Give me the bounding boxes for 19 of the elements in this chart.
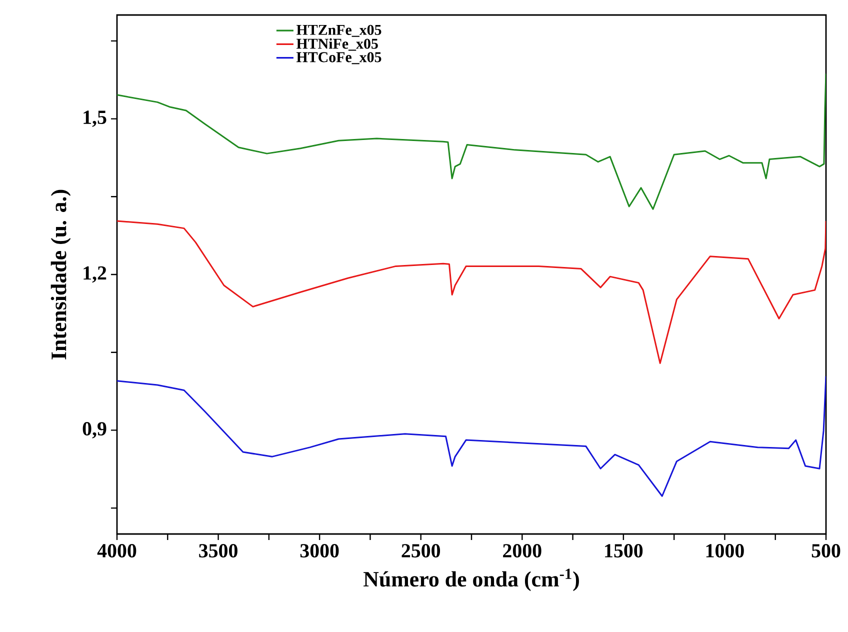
y-tick-label: 1,5 <box>84 110 106 127</box>
x-tick-label: 3000 <box>300 544 339 558</box>
x-tick-label: 500 <box>812 544 840 558</box>
x-tick-label: 1500 <box>605 544 643 558</box>
y-tick-label: 0,9 <box>82 422 106 438</box>
x-tick-label: 3500 <box>199 544 238 558</box>
x-tick-label: 2500 <box>402 544 440 558</box>
legend-label: HTNiFe_x05 <box>296 38 378 51</box>
x-tick-label: 2000 <box>503 544 542 558</box>
x-tick-label: 1000 <box>706 544 744 558</box>
legend-label: HTZnFe_x05 <box>296 24 382 37</box>
y-axis-title: Intensidade (u. a.) <box>50 190 71 360</box>
line-series <box>116 220 826 364</box>
x-axis-title: Número de onda (cm$^{-1}$) <box>364 568 579 592</box>
line-series <box>116 72 826 210</box>
y-tick-label: 1,2 <box>84 266 106 283</box>
line-series <box>116 375 826 497</box>
x-tick-label: 4000 <box>97 544 136 558</box>
legend-label: HTCoFe_x05 <box>296 52 382 64</box>
